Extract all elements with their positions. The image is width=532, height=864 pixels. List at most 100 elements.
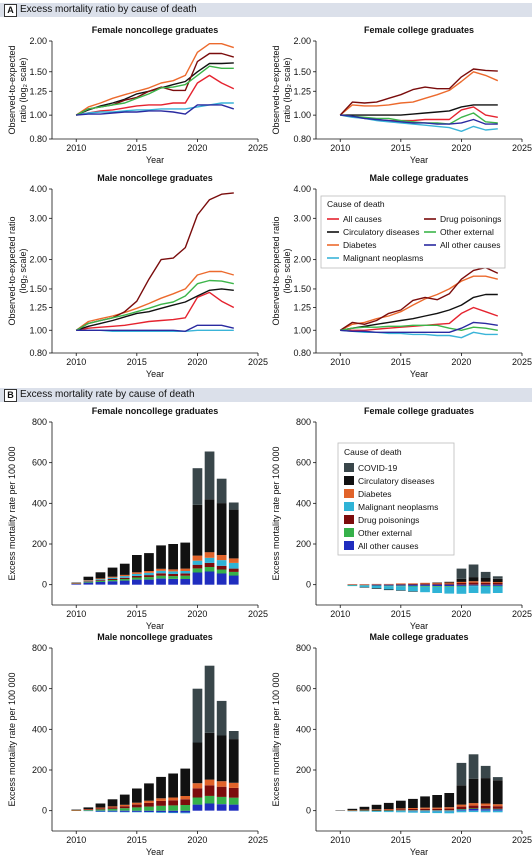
chart-7-bar-covid-19 — [468, 754, 479, 779]
chart-4-bar-diabetes — [95, 578, 106, 580]
chart-3-x-tick-label: 2015 — [391, 357, 411, 367]
chart-4-bar-other-external — [168, 576, 178, 579]
chart-6-bar-all-other-causes — [216, 804, 227, 811]
legend-b-swatch-circulatory-diseases — [344, 476, 354, 485]
chart-1-y-tick-label: 2.00 — [293, 36, 311, 46]
chart-5-bar-other-external — [456, 585, 467, 587]
chart-2-line-other-external — [75, 279, 234, 331]
chart-4-bar-all-other-causes — [216, 573, 227, 585]
chart-6-bar-all-other-causes — [144, 810, 154, 813]
chart-4-bar-all-other-causes — [204, 571, 215, 585]
legend-b-swatch-all-other-causes — [344, 541, 354, 550]
chart-5-bar-all-other-causes — [359, 584, 370, 586]
chart-6-y-tick-label: 200 — [32, 765, 47, 775]
panel-a-letter: A — [4, 4, 17, 17]
chart-6-bar-drug-poisonings — [107, 807, 118, 809]
chart-5-bar-circulatory-diseases — [444, 581, 455, 583]
chart-4-bar-drug-poisonings — [83, 581, 94, 582]
chart-4-bar-circulatory-diseases — [107, 567, 118, 577]
chart-7-bar-covid-19 — [480, 765, 491, 779]
chart-4-bar-all-other-causes — [192, 572, 203, 585]
chart-4-bar-all-other-causes — [180, 579, 191, 585]
chart-4-bar-circulatory-diseases — [168, 544, 178, 570]
chart-3-line-all-other-causes — [340, 321, 498, 333]
chart-7-bar-diabetes — [396, 808, 406, 810]
chart-7-bar-circulatory-diseases — [420, 796, 430, 808]
chart-7-x-tick-label: 2015 — [391, 835, 411, 845]
chart-7-bar-malignant-neoplasms — [468, 810, 479, 813]
chart-4-bar-malignant-neoplasms — [216, 560, 227, 566]
chart-2-x-tick-label: 2020 — [187, 357, 207, 367]
chart-7-bar-all-other-causes — [480, 809, 491, 811]
chart-5-y-label: Excess mortality rate per 100 000 — [271, 446, 281, 580]
chart-5-bar-malignant-neoplasms — [432, 586, 442, 593]
chart-4-bar-drug-poisonings — [204, 562, 215, 567]
chart-6-y-tick-label: 800 — [32, 643, 47, 653]
chart-5-bar-diabetes — [480, 581, 491, 583]
chart-5-bar-drug-poisonings — [396, 584, 406, 585]
chart-6-bar-circulatory-diseases — [168, 773, 178, 798]
chart-6-bar-circulatory-diseases — [132, 788, 142, 803]
chart-7-bar-all-other-causes — [408, 810, 418, 812]
legend-b-swatch-malignant-neoplasms — [344, 502, 354, 511]
legend-b-label: Other external — [358, 528, 412, 538]
chart-2-x-label: Year — [146, 369, 164, 379]
chart-4-x-tick-label: 2020 — [187, 609, 207, 619]
chart-5-bar-diabetes — [468, 581, 479, 583]
chart-0-y-label: ratio (log₂ scale) — [18, 57, 28, 122]
chart-7-bar-circulatory-diseases — [444, 793, 455, 808]
chart-5-bar-other-external — [444, 586, 455, 587]
chart-5-title: Female college graduates — [364, 406, 474, 416]
chart-7-bar-circulatory-diseases — [347, 808, 358, 810]
chart-7-bar-other-external — [468, 808, 479, 809]
chart-7-y-tick-label: 0 — [306, 806, 311, 816]
chart-4-bar-all-other-causes — [95, 582, 106, 585]
chart-6-bar-other-external — [83, 810, 94, 811]
legend-b-label: Drug poisonings — [358, 515, 419, 525]
chart-6-bar-other-external — [95, 809, 106, 811]
chart-4-bar-other-external — [204, 567, 215, 572]
chart-1-x-tick-label: 2015 — [391, 143, 411, 153]
chart-1-y-tick-label: 1.50 — [293, 67, 311, 77]
chart-0-x-label: Year — [146, 155, 164, 165]
chart-5-bar-diabetes — [408, 583, 418, 584]
chart-7-bar-malignant-neoplasms — [492, 810, 503, 813]
chart-4-bar-all-other-causes — [228, 575, 239, 585]
chart-4-x-label: Year — [146, 621, 164, 631]
chart-7-bar-drug-poisonings — [371, 809, 382, 811]
chart-7-y-tick-label: 200 — [296, 765, 311, 775]
chart-7-bar-circulatory-diseases — [396, 800, 406, 809]
chart-5-bar-all-other-causes — [420, 584, 430, 586]
chart-6-bar-covid-19 — [228, 731, 239, 740]
chart-7-bar-covid-19 — [456, 762, 467, 786]
chart-0-line-all-other-causes — [76, 104, 235, 116]
chart-6-bar-all-other-causes — [132, 810, 142, 812]
chart-4-bar-diabetes — [180, 568, 191, 571]
legend-b-label: All other causes — [358, 541, 418, 551]
chart-4-bar-circulatory-diseases — [144, 553, 154, 571]
chart-7-x-tick-label: 2010 — [330, 835, 350, 845]
chart-4-bar-other-external — [132, 577, 142, 580]
chart-5-bar-diabetes — [420, 582, 430, 584]
chart-5-bar-other-external — [383, 585, 394, 587]
chart-4-bar-diabetes — [83, 580, 94, 581]
chart-7-bar-malignant-neoplasms — [396, 811, 406, 813]
chart-4-bar-diabetes — [216, 555, 227, 561]
chart-5-bar-diabetes — [492, 582, 503, 583]
chart-6-bar-drug-poisonings — [83, 809, 94, 810]
legend-b-title: Cause of death — [344, 447, 402, 457]
chart-3-line-diabetes — [339, 275, 498, 331]
chart-7-bar-malignant-neoplasms — [456, 810, 467, 813]
chart-7-bar-diabetes — [408, 808, 418, 809]
chart-7-bar-drug-poisonings — [492, 806, 503, 809]
chart-6-bar-circulatory-diseases — [144, 783, 154, 801]
chart-4-bar-malignant-neoplasms — [192, 560, 203, 565]
chart-5-bar-malignant-neoplasms — [480, 586, 491, 594]
chart-7-bar-diabetes — [492, 804, 503, 807]
chart-6-x-tick-label: 2020 — [187, 835, 207, 845]
chart-4-bar-circulatory-diseases — [216, 503, 227, 555]
chart-7-bar-malignant-neoplasms — [371, 811, 382, 812]
chart-4-bar-covid-19 — [228, 502, 239, 510]
chart-4-title: Female noncollege graduates — [92, 406, 219, 416]
chart-6-bar-diabetes — [144, 800, 154, 803]
